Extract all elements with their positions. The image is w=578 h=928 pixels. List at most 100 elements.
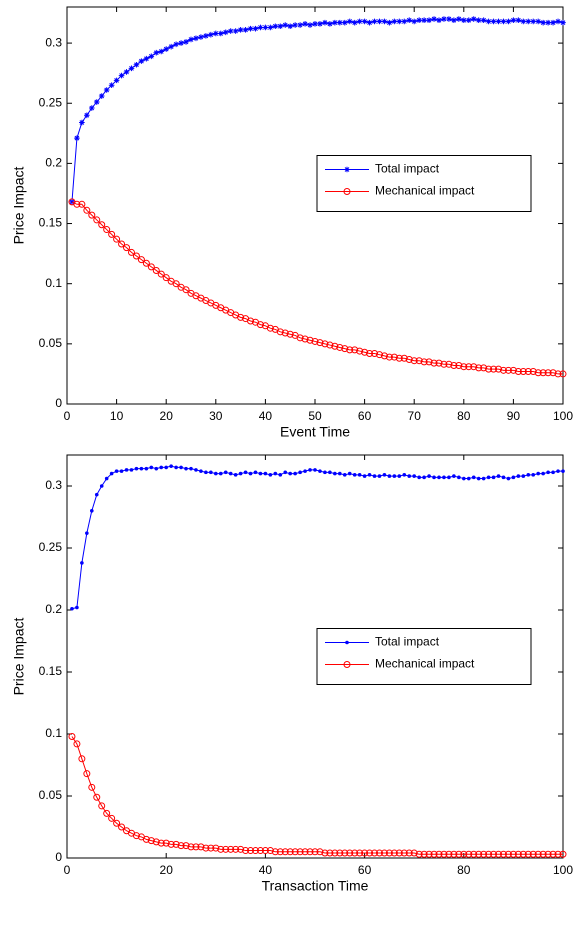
marker [481,476,486,481]
marker [356,849,364,857]
marker [490,18,497,25]
marker [524,850,532,858]
marker [550,19,556,26]
marker [336,343,344,351]
marker [79,119,85,126]
marker [302,21,308,27]
marker [308,468,312,472]
marker [432,475,436,480]
marker [108,814,116,822]
marker [74,135,80,141]
y-tick-label: 0.05 [39,788,63,802]
marker [261,847,269,855]
marker [316,339,324,347]
marker [460,363,468,371]
marker [204,470,208,475]
marker [442,475,446,480]
marker [495,365,503,373]
marker [351,849,359,857]
marker [327,21,333,27]
marker [147,263,155,271]
marker [539,369,547,377]
marker [242,27,249,33]
marker [73,740,81,748]
marker [167,840,175,848]
x-tick-label: 20 [160,409,174,423]
marker [410,849,418,857]
marker [390,849,398,857]
marker [307,22,313,28]
marker [519,850,527,858]
marker [511,475,516,480]
marker [342,473,347,477]
marker [376,18,383,25]
legend-label: Mechanical impact [375,184,475,198]
marker [326,849,334,857]
y-tick-label: 0 [55,396,62,410]
marker [556,469,560,473]
marker [283,470,288,475]
y-axis-label: Price Impact [11,617,27,695]
marker [435,850,443,858]
marker [544,369,552,377]
marker [510,17,517,24]
marker [505,18,512,25]
marker [247,847,255,855]
x-tick-label: 40 [259,409,273,423]
marker [203,33,209,39]
marker [421,17,427,24]
marker [525,18,532,25]
marker [380,352,388,360]
marker [98,802,106,810]
legend-label: Total impact [375,635,440,649]
marker [228,471,233,476]
marker [73,200,81,208]
marker [356,18,363,25]
marker [465,850,473,858]
marker [134,466,139,471]
marker [338,471,342,476]
y-tick-label: 0.1 [45,726,62,740]
marker [118,823,126,831]
marker [188,36,194,43]
marker [332,19,338,26]
marker [328,470,332,475]
marker [524,368,532,376]
marker [420,850,428,858]
marker [237,313,245,321]
x-tick-label: 40 [259,863,273,877]
marker [471,475,476,480]
marker [401,18,408,25]
marker [346,18,353,25]
marker [425,358,433,366]
marker [144,466,149,471]
marker [387,474,392,478]
marker [341,19,348,26]
marker [189,466,193,471]
marker [152,266,160,274]
marker [223,470,228,475]
marker [75,605,79,610]
marker [282,22,289,28]
marker [70,606,74,611]
marker [182,842,190,850]
marker [80,561,84,565]
legend-label: Mechanical impact [375,657,475,671]
marker [99,484,104,488]
marker [177,842,185,850]
marker [291,848,299,856]
marker [256,321,264,329]
marker [490,365,498,373]
marker [385,353,393,361]
marker [217,845,225,853]
marker [461,17,467,24]
marker [256,847,264,855]
marker [85,531,89,535]
marker [321,340,329,348]
x-tick-label: 30 [209,409,223,423]
marker [286,848,294,856]
marker [450,362,458,370]
marker [560,19,566,26]
x-tick-label: 100 [553,863,573,877]
